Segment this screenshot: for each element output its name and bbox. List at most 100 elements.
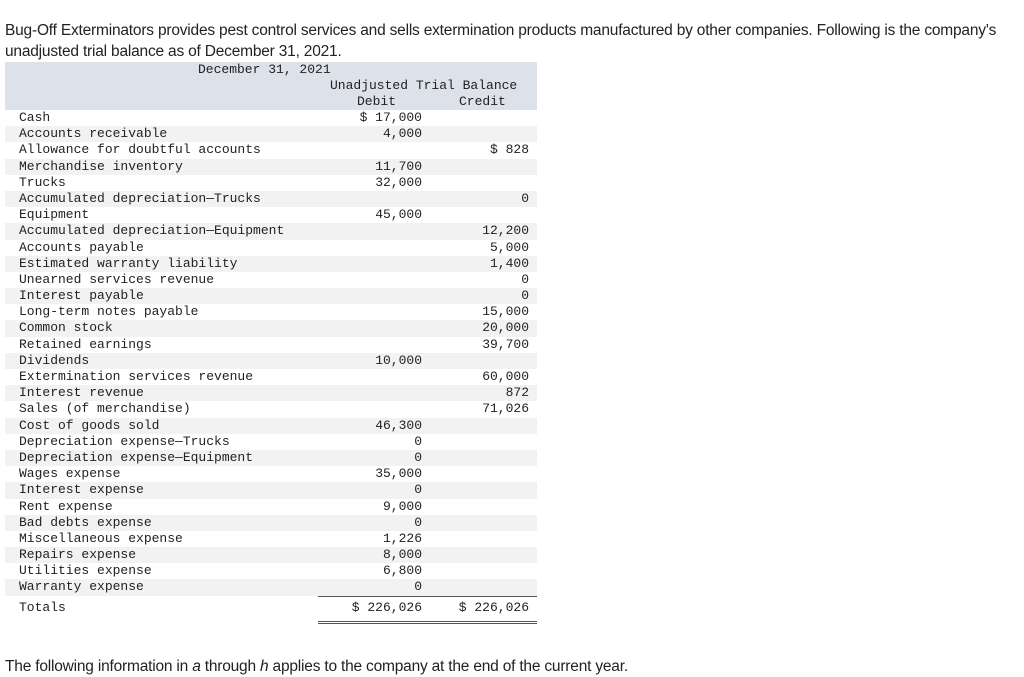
debit-cell	[325, 191, 422, 207]
debit-cell: $ 17,000	[359, 110, 422, 125]
account-cell: Extermination services revenue	[19, 369, 254, 384]
account-cell: Depreciation expense—Equipment	[19, 449, 254, 465]
table-row: Utilities expense 6,800	[5, 563, 537, 580]
table-header: December 31, 2021 Unadjusted Trial Balan…	[5, 62, 537, 110]
outro-text-3: applies to the company at the end of the…	[268, 657, 629, 675]
debit-cell: 0	[414, 482, 422, 498]
table-row: Rent expense 9,000	[5, 498, 537, 515]
table-row: Equipment 45,000	[5, 207, 537, 224]
debit-cell	[325, 288, 422, 304]
credit-cell	[422, 450, 529, 466]
debit-cell	[325, 272, 422, 288]
account-cell: Accounts receivable	[19, 126, 168, 142]
credit-cell	[422, 110, 529, 126]
account-cell: Common stock	[19, 320, 113, 336]
credit-cell	[422, 418, 529, 434]
date-header: December 31, 2021	[198, 62, 331, 77]
table-row: Cost of goods sold 46,300	[5, 417, 537, 434]
credit-cell: 0	[521, 271, 529, 287]
table-row: Accounts payable 5,000	[5, 239, 537, 256]
totals-label: Totals	[19, 599, 66, 615]
account-cell: Accumulated depreciation—Trucks	[19, 190, 261, 206]
table-row: Bad debts expense 0	[5, 514, 537, 531]
debit-cell: 11,700	[375, 158, 422, 174]
credit-cell: 0	[521, 190, 529, 206]
account-cell: Unearned services revenue	[19, 271, 215, 287]
intro-paragraph: Bug-Off Exterminators provides pest cont…	[5, 21, 997, 60]
table-row: Wages expense 35,000	[5, 466, 537, 483]
outro-text-1: The following information in	[5, 657, 193, 675]
trial-balance-header: Unadjusted Trial Balance	[330, 78, 518, 93]
debit-cell: 0	[414, 514, 422, 530]
account-cell: Depreciation expense—Trucks	[19, 433, 230, 449]
credit-cell	[422, 466, 529, 482]
table-row: Interest payable 0	[5, 288, 537, 305]
table-row: Repairs expense 8,000	[5, 547, 537, 564]
outro-italic-h: h	[260, 657, 269, 675]
account-cell: Interest expense	[19, 482, 144, 498]
credit-cell: 60,000	[482, 369, 529, 384]
credit-cell: 15,000	[482, 304, 529, 320]
table-row: Warranty expense 0	[5, 579, 537, 596]
table-row: Accumulated depreciation—Equipment 12,200	[5, 223, 537, 240]
outro-paragraph: The following information in a through h…	[5, 656, 628, 677]
credit-cell	[422, 531, 529, 547]
trial-balance-table: December 31, 2021 Unadjusted Trial Balan…	[5, 62, 537, 624]
table-row: Extermination services revenue 60,000	[5, 369, 537, 386]
debit-cell	[325, 337, 422, 353]
account-cell: Accounts payable	[19, 239, 144, 255]
account-cell: Estimated warranty liability	[19, 255, 238, 271]
debit-cell: 6,800	[382, 563, 422, 579]
debit-header: Debit	[357, 94, 397, 109]
debit-cell: 1,226	[382, 530, 422, 546]
account-cell: Trucks	[19, 174, 66, 190]
table-row: Miscellaneous expense 1,226	[5, 530, 537, 548]
credit-cell: $ 828	[489, 142, 529, 158]
debit-cell: 35,000	[375, 466, 422, 482]
account-cell: Warranty expense	[19, 579, 144, 595]
debit-cell	[325, 401, 422, 417]
table-row: Depreciation expense—Equipment 0	[5, 449, 537, 467]
credit-cell: 0	[521, 288, 529, 304]
credit-cell: 872	[505, 385, 529, 401]
account-cell: Repairs expense	[19, 547, 137, 563]
table-row: Retained earnings 39,700	[5, 336, 537, 353]
credit-cell	[422, 579, 529, 595]
credit-cell	[422, 353, 529, 369]
debit-cell	[325, 385, 422, 401]
table-body: Cash $ 17,000 Accounts receivable 4,000 Allo…	[5, 110, 537, 596]
debit-cell	[325, 223, 422, 239]
account-cell: Retained earnings	[19, 336, 152, 352]
account-cell: Miscellaneous expense	[19, 530, 183, 546]
table-row: Interest expense 0	[5, 482, 537, 499]
account-cell: Merchandise inventory	[19, 158, 183, 174]
credit-cell: 39,700	[482, 336, 529, 352]
debit-cell: 10,000	[375, 352, 422, 368]
account-cell: Utilities expense	[19, 563, 152, 579]
account-cell: Sales (of merchandise)	[19, 401, 191, 417]
credit-cell: 5,000	[489, 239, 529, 255]
account-cell: Equipment	[19, 207, 90, 223]
credit-cell	[422, 434, 529, 450]
table-row: Interest revenue 872	[5, 385, 537, 402]
debit-cell: 46,300	[375, 417, 422, 433]
table-row: Sales (of merchandise) 71,026	[5, 401, 537, 418]
table-row: Unearned services revenue 0	[5, 271, 537, 289]
table-row: Depreciation expense—Trucks 0	[5, 433, 537, 450]
table-row: Accumulated depreciation—Trucks 0	[5, 190, 537, 208]
credit-cell: 1,400	[489, 255, 529, 271]
totals-credit: $ 226,026	[458, 599, 529, 615]
debit-cell	[325, 320, 422, 336]
table-row: Cash $ 17,000	[5, 110, 537, 127]
account-cell: Rent expense	[19, 498, 113, 514]
table-row: Long-term notes payable 15,000	[5, 304, 537, 321]
debit-cell: 4,000	[382, 126, 422, 142]
credit-cell	[422, 515, 529, 531]
account-cell: Interest payable	[19, 288, 144, 304]
credit-cell	[422, 563, 529, 579]
account-cell: Allowance for doubtful accounts	[19, 142, 261, 158]
credit-cell	[422, 482, 529, 498]
table-row: Trucks 32,000	[5, 174, 537, 191]
debit-cell	[325, 304, 422, 320]
credit-cell	[422, 499, 529, 515]
